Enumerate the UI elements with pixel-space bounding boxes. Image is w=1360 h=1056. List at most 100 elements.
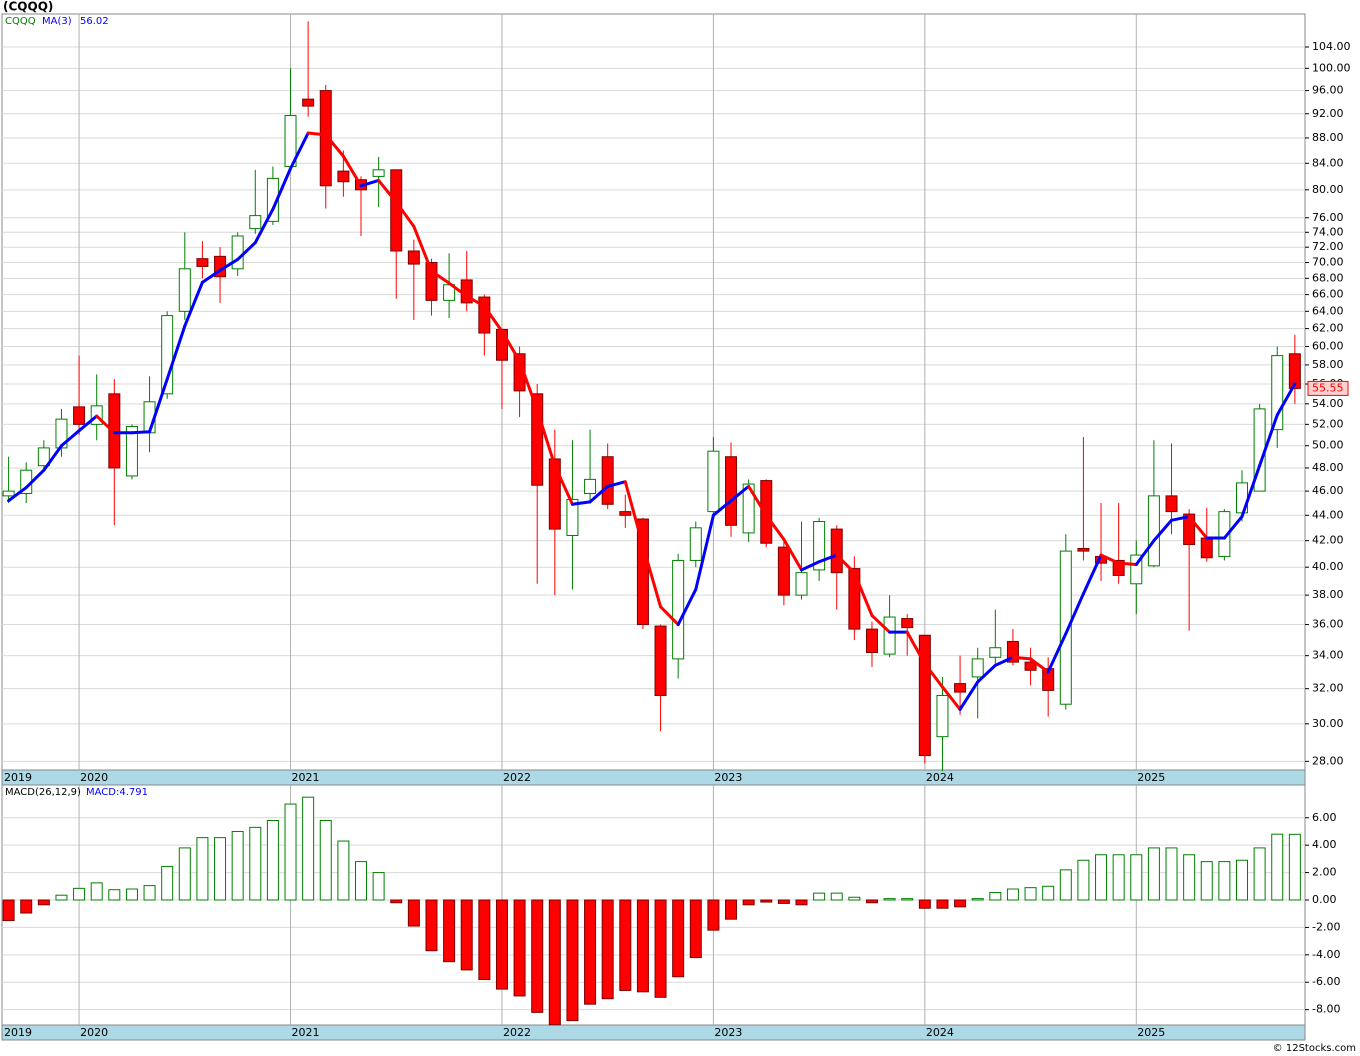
ma-segment bbox=[1099, 553, 1121, 565]
macd-bar bbox=[90, 882, 103, 901]
ma-segment bbox=[782, 537, 803, 572]
ma-segment bbox=[835, 553, 856, 575]
macd-bar bbox=[443, 899, 456, 963]
y-tick-label: -8.00 bbox=[1312, 1003, 1340, 1016]
candle-body bbox=[584, 478, 597, 494]
macd-bar bbox=[125, 888, 138, 901]
ma-segment bbox=[940, 685, 962, 711]
macd-bar bbox=[178, 847, 191, 901]
macd-bar bbox=[337, 840, 350, 901]
ma-segment bbox=[236, 241, 257, 261]
y-tick-label: -2.00 bbox=[1312, 920, 1340, 933]
x-tick-label: 2025 bbox=[1137, 771, 1165, 784]
last-price-label: 55.55 bbox=[1312, 381, 1344, 394]
y-tick-label: 4.00 bbox=[1312, 838, 1337, 851]
ma-segment bbox=[1170, 515, 1191, 522]
y-tick-label: 46.00 bbox=[1312, 484, 1344, 497]
candle-body bbox=[883, 616, 896, 655]
candle-body bbox=[37, 447, 50, 467]
macd-bar bbox=[425, 899, 438, 952]
macd-bar bbox=[1147, 847, 1160, 901]
candle-body bbox=[865, 628, 878, 653]
macd-bar bbox=[214, 837, 227, 901]
ma-segment bbox=[870, 614, 892, 634]
candle-body bbox=[566, 498, 579, 536]
macd-bar bbox=[1165, 847, 1178, 901]
ma-segment bbox=[535, 408, 557, 468]
macd-bar bbox=[355, 861, 367, 901]
macd-bar bbox=[1218, 861, 1231, 901]
y-tick-label: 92.00 bbox=[1312, 107, 1344, 120]
candle-body bbox=[989, 647, 1002, 658]
candle-body bbox=[302, 98, 315, 107]
ma-segment bbox=[130, 430, 152, 435]
macd-bar bbox=[302, 796, 315, 901]
legend-macd-value: MACD:4.791 bbox=[86, 787, 148, 798]
candle-body bbox=[760, 480, 773, 544]
ma-segment bbox=[165, 324, 187, 381]
y-tick-label: 48.00 bbox=[1312, 461, 1344, 474]
ma-segment bbox=[1064, 592, 1085, 636]
macd-bar bbox=[1024, 887, 1037, 901]
ma-segment bbox=[394, 200, 416, 228]
macd-bar bbox=[883, 898, 896, 901]
y-tick-label: 32.00 bbox=[1312, 682, 1344, 695]
x-tick-label: 2023 bbox=[714, 1026, 742, 1039]
ma-segment bbox=[1029, 657, 1050, 674]
candle-body bbox=[1112, 559, 1125, 576]
legend-symbol: CQQQ bbox=[5, 16, 36, 27]
macd-bar bbox=[584, 899, 597, 1005]
y-tick-label: 34.00 bbox=[1312, 649, 1344, 662]
footer: © 12Stocks.com bbox=[1273, 1043, 1356, 1054]
macd-bar bbox=[73, 887, 86, 901]
macd-bar bbox=[548, 899, 561, 1026]
ma-segment bbox=[993, 655, 1015, 667]
candle-body bbox=[901, 618, 914, 629]
candle-body bbox=[1218, 511, 1231, 557]
macd-bar bbox=[108, 889, 121, 901]
candle-body bbox=[777, 546, 790, 596]
ma-segment bbox=[1011, 655, 1033, 661]
x-tick-label: 2023 bbox=[714, 771, 742, 784]
macd-bar bbox=[460, 899, 473, 971]
candle-body bbox=[1288, 353, 1301, 389]
macd-bar bbox=[1183, 854, 1196, 901]
ma-segment bbox=[606, 480, 627, 488]
macd-bar bbox=[566, 899, 579, 1022]
ma-segment bbox=[729, 484, 751, 503]
macd-bar bbox=[989, 891, 1002, 901]
candle-body bbox=[407, 250, 420, 265]
ma-segment bbox=[588, 484, 610, 504]
ma-segment bbox=[1275, 382, 1297, 417]
y-tick-label: 66.00 bbox=[1312, 288, 1344, 301]
macd-bar bbox=[777, 899, 790, 904]
candle-body bbox=[196, 258, 209, 267]
macd-bar bbox=[813, 892, 826, 901]
date-band bbox=[1, 1024, 1306, 1041]
x-tick-label: 2019 bbox=[4, 771, 32, 784]
candle-body bbox=[1077, 547, 1090, 552]
x-tick-label: 2020 bbox=[80, 771, 108, 784]
y-tick-label: 64.00 bbox=[1312, 304, 1344, 317]
ma-segment bbox=[271, 166, 293, 211]
ma-segment bbox=[923, 662, 944, 689]
candle-body bbox=[619, 511, 632, 516]
y-tick-label: 30.00 bbox=[1312, 717, 1344, 730]
macd-bar bbox=[196, 837, 209, 901]
macd-panel bbox=[1, 784, 1306, 1026]
candle-body bbox=[531, 393, 544, 486]
y-tick-label: 70.00 bbox=[1312, 256, 1344, 269]
macd-bar bbox=[725, 899, 738, 920]
legend-ma-value: 56.02 bbox=[80, 16, 109, 27]
y-tick-label: 38.00 bbox=[1312, 588, 1344, 601]
candle-body bbox=[1006, 640, 1019, 663]
ma-segment bbox=[1046, 632, 1068, 674]
macd-bar bbox=[55, 894, 68, 901]
x-tick-label: 2022 bbox=[503, 1026, 531, 1039]
candle-body bbox=[1130, 554, 1143, 585]
ma-segment bbox=[95, 414, 116, 435]
macd-bar bbox=[1095, 854, 1108, 901]
ma-segment bbox=[412, 224, 433, 273]
y-tick-label: 60.00 bbox=[1312, 339, 1344, 352]
macd-bar bbox=[319, 819, 332, 901]
